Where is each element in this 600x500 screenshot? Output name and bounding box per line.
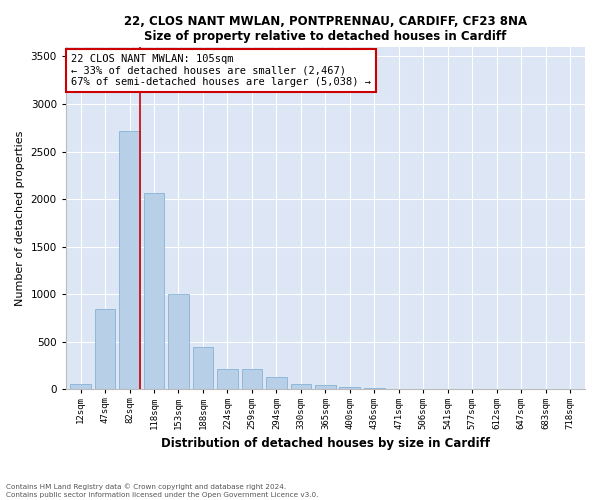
Bar [315,384,336,390]
Bar [388,388,409,390]
Bar [70,384,91,390]
Bar [143,194,164,390]
Text: 22 CLOS NANT MWLAN: 105sqm
← 33% of detached houses are smaller (2,467)
67% of s: 22 CLOS NANT MWLAN: 105sqm ← 33% of deta… [71,54,371,87]
Bar [266,377,287,390]
Bar [364,388,385,390]
Bar [119,130,140,390]
Y-axis label: Number of detached properties: Number of detached properties [15,130,25,306]
Bar [242,369,262,390]
Text: Contains HM Land Registry data © Crown copyright and database right 2024.
Contai: Contains HM Land Registry data © Crown c… [6,484,319,498]
Bar [290,384,311,390]
X-axis label: Distribution of detached houses by size in Cardiff: Distribution of detached houses by size … [161,437,490,450]
Bar [95,308,115,390]
Bar [193,346,214,390]
Bar [340,386,361,390]
Bar [168,294,189,390]
Bar [217,368,238,390]
Title: 22, CLOS NANT MWLAN, PONTPRENNAU, CARDIFF, CF23 8NA
Size of property relative to: 22, CLOS NANT MWLAN, PONTPRENNAU, CARDIF… [124,15,527,43]
